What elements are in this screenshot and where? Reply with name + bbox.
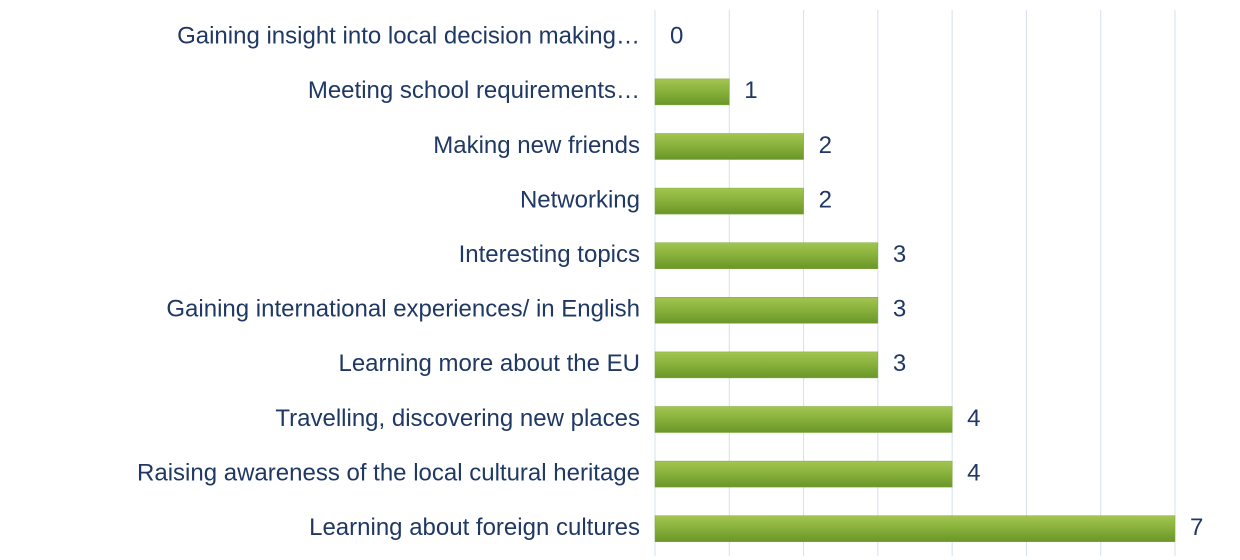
value-label: 0: [670, 23, 683, 50]
bar: [654, 297, 879, 324]
bar: [654, 515, 1176, 542]
value-label: 3: [893, 241, 906, 268]
category-label: Learning more about the EU: [338, 350, 640, 377]
category-label: Raising awareness of the local cultural …: [137, 459, 640, 486]
bar: [654, 406, 953, 433]
value-label: 3: [893, 296, 906, 323]
value-label: 1: [744, 77, 757, 104]
category-label: Meeting school requirements…: [308, 77, 640, 104]
category-label: Making new friends: [433, 132, 640, 159]
bar: [654, 242, 879, 269]
category-label: Interesting topics: [459, 241, 640, 268]
category-label: Learning about foreign cultures: [309, 514, 640, 541]
value-label: 4: [967, 405, 980, 432]
bar: [654, 187, 804, 215]
category-label: Networking: [520, 186, 640, 213]
value-label: 3: [893, 350, 906, 377]
bar: [654, 351, 879, 379]
category-label: Gaining international experiences/ in En…: [166, 296, 640, 323]
value-label: 2: [819, 186, 832, 213]
bar: [654, 78, 730, 106]
category-label: Gaining insight into local decision maki…: [177, 23, 640, 50]
value-label: 2: [819, 132, 832, 159]
category-label: Travelling, discovering new places: [275, 405, 640, 432]
value-label: 4: [967, 459, 980, 486]
bar: [654, 460, 953, 488]
bar: [654, 133, 804, 160]
value-label: 7: [1190, 514, 1203, 541]
